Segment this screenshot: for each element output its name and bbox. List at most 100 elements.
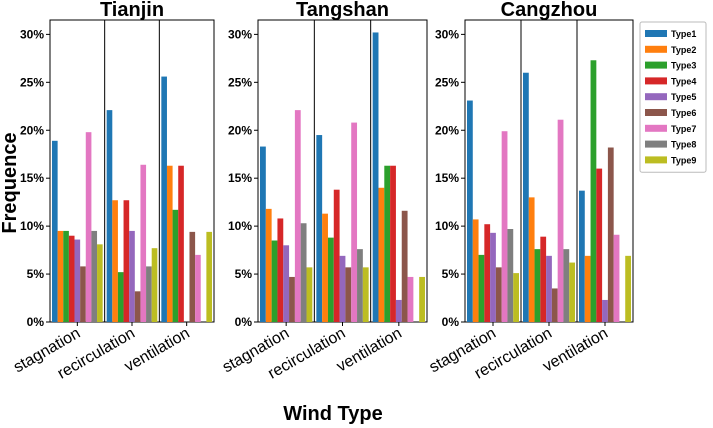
bar-type4-ventilation bbox=[178, 165, 184, 322]
bar-type2-stagnation bbox=[472, 219, 479, 322]
legend-label: Type5 bbox=[671, 92, 696, 102]
bar-type4-recirculation bbox=[333, 189, 340, 322]
y-tick-label: 10% bbox=[228, 219, 252, 233]
bar-type9-ventilation bbox=[419, 276, 425, 322]
bar-type4-stagnation bbox=[68, 235, 75, 322]
y-tick-label: 0% bbox=[235, 315, 253, 329]
bar-type1-stagnation bbox=[52, 140, 58, 322]
bar-type1-ventilation bbox=[161, 76, 167, 322]
bar-type2-ventilation bbox=[584, 255, 591, 322]
bar-type5-stagnation bbox=[283, 245, 290, 322]
bar-type1-stagnation bbox=[260, 146, 266, 322]
bar-type5-ventilation bbox=[602, 299, 608, 322]
y-tick-label: 5% bbox=[442, 267, 460, 281]
legend-swatch bbox=[645, 45, 667, 53]
bar-type6-stagnation bbox=[80, 266, 86, 322]
bar-type4-stagnation bbox=[277, 218, 284, 322]
bar-type3-recirculation bbox=[117, 272, 124, 322]
x-tick-label: ventilation bbox=[334, 325, 405, 376]
bar-type3-stagnation bbox=[271, 240, 278, 322]
bar-type8-stagnation bbox=[507, 229, 514, 322]
legend-swatch bbox=[645, 30, 667, 37]
panel-1: Tangshan0%5%10%15%20%25%30%stagnationrec… bbox=[220, 0, 428, 383]
panel-2: Cangzhou0%5%10%15%20%25%30%stagnationrec… bbox=[427, 0, 634, 383]
bar-type2-recirculation bbox=[528, 197, 535, 322]
panel-title: Tianjin bbox=[100, 0, 164, 21]
bar-type6-recirculation bbox=[134, 291, 141, 322]
bar-type9-recirculation bbox=[569, 262, 575, 322]
y-tick-label: 10% bbox=[435, 219, 459, 233]
bar-type6-stagnation bbox=[289, 276, 295, 322]
y-tick-label: 20% bbox=[228, 123, 252, 137]
bar-type5-recirculation bbox=[339, 255, 346, 322]
bar-type4-recirculation bbox=[540, 236, 547, 322]
bar-type6-stagnation bbox=[495, 267, 502, 322]
bar-type6-ventilation bbox=[401, 210, 408, 322]
bar-type9-stagnation bbox=[306, 267, 313, 322]
legend-swatch bbox=[645, 140, 667, 148]
y-tick-label: 15% bbox=[20, 171, 44, 185]
bar-type2-ventilation bbox=[378, 187, 385, 322]
legend-swatch bbox=[645, 61, 667, 69]
bar-type1-stagnation bbox=[467, 100, 473, 323]
y-tick-label: 20% bbox=[435, 123, 459, 137]
legend-swatch bbox=[645, 93, 667, 101]
bar-type5-ventilation bbox=[395, 299, 402, 322]
legend-label: Type9 bbox=[671, 155, 696, 165]
y-tick-label: 30% bbox=[20, 27, 44, 41]
bar-type4-ventilation bbox=[596, 168, 603, 322]
bar-type9-ventilation bbox=[206, 231, 212, 322]
y-tick-label: 5% bbox=[235, 267, 253, 281]
bar-type1-ventilation bbox=[579, 190, 585, 322]
panels-layer: Tianjin0%5%10%15%20%25%30%stagnationreci… bbox=[11, 0, 634, 383]
bar-type5-stagnation bbox=[490, 232, 496, 322]
y-tick-label: 25% bbox=[228, 75, 252, 89]
y-axis-title: Frequence bbox=[0, 132, 21, 233]
legend-label: Type4 bbox=[671, 76, 696, 86]
bar-type7-ventilation bbox=[195, 254, 201, 322]
bar-type2-stagnation bbox=[57, 230, 64, 322]
bar-type1-ventilation bbox=[372, 32, 379, 322]
bar-type3-ventilation bbox=[172, 209, 179, 322]
bar-type1-recirculation bbox=[316, 135, 323, 322]
legend: Type1 Type2 Type3 Type4 Type5 Type6 Type7 Type8… bbox=[639, 21, 707, 173]
bar-type4-stagnation bbox=[484, 224, 491, 322]
bar-type1-recirculation bbox=[523, 72, 529, 322]
legend-label: Type8 bbox=[671, 140, 696, 150]
bar-type8-recirculation bbox=[146, 266, 152, 322]
bar-type8-recirculation bbox=[357, 249, 363, 322]
bar-type6-ventilation bbox=[607, 147, 614, 322]
bar-type7-stagnation bbox=[501, 131, 508, 322]
x-axis-title: Wind Type bbox=[283, 403, 382, 425]
bar-type5-recirculation bbox=[129, 230, 135, 322]
panel-title: Cangzhou bbox=[501, 0, 598, 21]
bar-type6-recirculation bbox=[345, 267, 352, 322]
y-tick-label: 10% bbox=[20, 219, 44, 233]
bar-type7-recirculation bbox=[557, 119, 564, 322]
legend-frame bbox=[639, 21, 707, 173]
bar-type5-stagnation bbox=[74, 239, 81, 322]
y-tick-label: 15% bbox=[435, 171, 459, 185]
y-tick-label: 30% bbox=[228, 27, 252, 41]
legend-label: Type6 bbox=[671, 108, 696, 118]
legend-label: Type2 bbox=[671, 45, 696, 55]
bar-type7-stagnation bbox=[294, 110, 301, 322]
bar-type8-recirculation bbox=[563, 249, 570, 322]
bar-type4-ventilation bbox=[390, 165, 396, 322]
bar-type7-stagnation bbox=[85, 132, 92, 322]
bar-type2-recirculation bbox=[322, 213, 328, 322]
y-tick-label: 5% bbox=[27, 267, 45, 281]
bar-type9-recirculation bbox=[151, 248, 158, 322]
bar-type7-recirculation bbox=[351, 122, 358, 322]
bar-type9-recirculation bbox=[362, 267, 369, 322]
legend-swatch bbox=[645, 156, 667, 164]
bar-type3-stagnation bbox=[478, 254, 485, 322]
bar-type9-stagnation bbox=[97, 244, 103, 322]
panel-title: Tangshan bbox=[296, 0, 389, 21]
legend-swatch bbox=[645, 124, 667, 132]
panel-0: Tianjin0%5%10%15%20%25%30%stagnationreci… bbox=[11, 0, 215, 383]
y-tick-label: 0% bbox=[27, 315, 45, 329]
bar-type8-stagnation bbox=[91, 230, 98, 322]
legend-label: Type1 bbox=[671, 29, 696, 39]
